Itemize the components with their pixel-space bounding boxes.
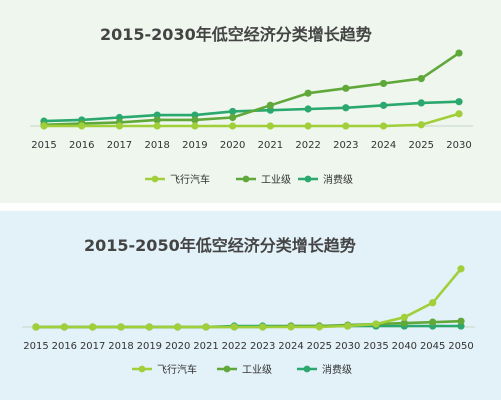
x-tick-label: 2020 bbox=[165, 341, 190, 352]
data-point bbox=[115, 122, 124, 130]
x-tick-label: 2019 bbox=[182, 140, 207, 151]
data-point bbox=[379, 101, 388, 109]
data-point bbox=[202, 323, 210, 331]
data-point bbox=[372, 320, 380, 328]
series-line bbox=[44, 112, 460, 128]
data-point bbox=[60, 323, 68, 331]
x-tick-label: 2020 bbox=[220, 140, 245, 151]
legend-marker bbox=[303, 365, 311, 373]
x-tick-label: 2025 bbox=[307, 341, 332, 352]
legend-marker bbox=[151, 175, 159, 183]
data-point bbox=[457, 265, 465, 273]
x-tick-label: 2022 bbox=[222, 341, 247, 352]
legend-label: 飞行汽车 bbox=[157, 363, 197, 376]
data-point bbox=[429, 318, 437, 326]
x-tick-label: 2024 bbox=[278, 341, 303, 352]
x-tick-label: 2017 bbox=[80, 341, 105, 352]
data-point bbox=[379, 79, 388, 88]
legend-marker bbox=[304, 175, 312, 183]
x-tick-label: 2021 bbox=[193, 341, 218, 352]
data-point bbox=[266, 101, 274, 109]
x-tick-label: 2050 bbox=[448, 341, 473, 352]
x-tick-label: 2024 bbox=[371, 140, 396, 151]
legend-label: 消费级 bbox=[322, 363, 352, 376]
x-tick-label: 2015 bbox=[23, 341, 48, 352]
data-point bbox=[304, 89, 312, 97]
data-point bbox=[117, 323, 125, 331]
data-point bbox=[287, 323, 295, 331]
chart-panel-top: 2015-2030年低空经济分类增长趋势 2015 2016 2017 2018 201… bbox=[0, 0, 501, 203]
data-point bbox=[400, 319, 408, 327]
legend-label: 工业级 bbox=[261, 174, 291, 186]
data-point bbox=[344, 322, 352, 330]
data-point bbox=[342, 84, 350, 92]
legend-marker bbox=[223, 365, 231, 373]
x-tick-label: 2017 bbox=[107, 140, 132, 151]
chart-title: 2015-2050年低空经济分类增长趋势 bbox=[84, 236, 356, 255]
x-tick-label: 2023 bbox=[250, 341, 275, 352]
legend-marker bbox=[242, 175, 250, 183]
data-point bbox=[400, 313, 408, 321]
chart-title: 2015-2030年低空经济分类增长趋势 bbox=[100, 25, 372, 44]
data-point bbox=[379, 122, 388, 130]
x-tick-label: 2030 bbox=[446, 140, 471, 151]
data-point bbox=[455, 49, 463, 57]
x-tick-label: 2019 bbox=[137, 341, 162, 352]
data-point bbox=[32, 323, 40, 331]
x-tick-label: 2018 bbox=[108, 341, 133, 352]
x-tick-label: 2021 bbox=[258, 140, 283, 151]
legend-label: 工业级 bbox=[242, 364, 272, 376]
data-point bbox=[266, 122, 274, 130]
x-tick-label: 2016 bbox=[52, 341, 77, 352]
data-point bbox=[229, 122, 237, 130]
data-point bbox=[230, 323, 238, 331]
data-point bbox=[304, 122, 312, 130]
data-point bbox=[153, 116, 161, 124]
data-point bbox=[78, 122, 86, 130]
x-tick-label: 2016 bbox=[69, 140, 94, 151]
data-point bbox=[229, 113, 237, 122]
data-point bbox=[417, 121, 425, 129]
data-point bbox=[229, 107, 237, 116]
data-point bbox=[191, 122, 199, 130]
data-point bbox=[89, 323, 97, 331]
data-point bbox=[145, 323, 153, 331]
growth-chart-2015-2050: 2015-2050年低空经济分类增长趋势 2015 2016 2017 2018 201… bbox=[22, 236, 475, 376]
x-tick-label: 2023 bbox=[333, 140, 358, 151]
data-point bbox=[455, 110, 463, 118]
x-tick-label: 2015 bbox=[31, 140, 56, 151]
x-tick-label: 2025 bbox=[409, 140, 434, 151]
x-tick-label: 2045 bbox=[420, 341, 445, 352]
data-point bbox=[455, 98, 463, 106]
growth-chart-2015-2030: 2015-2030年低空经济分类增长趋势 2015 2016 2017 2018 201… bbox=[30, 25, 473, 186]
data-point bbox=[304, 105, 312, 113]
data-point bbox=[40, 122, 48, 130]
legend-label: 飞行汽车 bbox=[170, 173, 210, 186]
data-point bbox=[153, 122, 161, 130]
x-tick-label: 2022 bbox=[295, 140, 320, 151]
chart-panel-bottom: 2015-2050年低空经济分类增长趋势 2015 2016 2017 2018 201… bbox=[0, 211, 501, 400]
data-point bbox=[191, 116, 199, 124]
data-point bbox=[429, 299, 437, 307]
data-point bbox=[342, 104, 350, 112]
data-point bbox=[174, 323, 182, 331]
data-point bbox=[457, 317, 465, 325]
x-tick-label: 2018 bbox=[144, 140, 169, 151]
data-point bbox=[259, 323, 267, 331]
legend-label: 消费级 bbox=[323, 173, 353, 186]
data-point bbox=[417, 99, 425, 107]
x-tick-label: 2035 bbox=[363, 341, 388, 352]
data-point bbox=[342, 122, 350, 130]
x-tick-label: 2030 bbox=[335, 341, 360, 352]
data-point bbox=[315, 323, 323, 331]
series-line bbox=[36, 267, 462, 329]
series-line bbox=[43, 52, 460, 127]
x-tick-label: 2040 bbox=[392, 341, 417, 352]
legend-marker bbox=[138, 365, 146, 373]
data-point bbox=[417, 75, 425, 83]
